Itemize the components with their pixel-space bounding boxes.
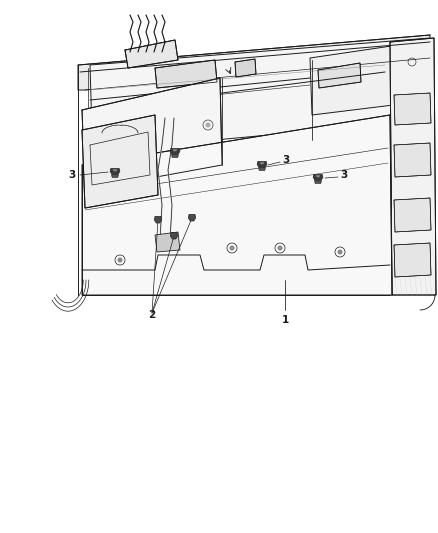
Polygon shape xyxy=(170,232,177,239)
Polygon shape xyxy=(394,143,431,177)
Polygon shape xyxy=(82,115,392,295)
Text: 2: 2 xyxy=(148,310,155,320)
Circle shape xyxy=(206,123,210,127)
Text: 3: 3 xyxy=(340,170,347,180)
Circle shape xyxy=(230,246,234,250)
Polygon shape xyxy=(155,232,180,252)
Text: 3: 3 xyxy=(68,170,76,180)
Polygon shape xyxy=(112,175,119,177)
Polygon shape xyxy=(258,168,265,171)
Polygon shape xyxy=(173,149,177,151)
Polygon shape xyxy=(316,175,320,177)
Polygon shape xyxy=(188,214,196,221)
Polygon shape xyxy=(313,174,323,181)
Polygon shape xyxy=(235,59,256,77)
Polygon shape xyxy=(260,162,264,164)
Circle shape xyxy=(278,246,282,250)
Polygon shape xyxy=(394,93,431,125)
Polygon shape xyxy=(82,115,158,208)
Polygon shape xyxy=(113,169,117,171)
Polygon shape xyxy=(390,38,436,295)
Polygon shape xyxy=(78,35,430,90)
Polygon shape xyxy=(172,155,179,158)
Polygon shape xyxy=(257,161,267,168)
Polygon shape xyxy=(155,60,217,88)
Polygon shape xyxy=(110,168,120,175)
Circle shape xyxy=(118,258,122,262)
Polygon shape xyxy=(82,78,222,190)
Polygon shape xyxy=(318,63,361,88)
Circle shape xyxy=(338,250,342,254)
Text: 3: 3 xyxy=(282,155,289,165)
Polygon shape xyxy=(90,38,430,165)
Text: 1: 1 xyxy=(281,315,289,325)
Polygon shape xyxy=(170,149,180,155)
Polygon shape xyxy=(314,181,321,183)
Polygon shape xyxy=(394,198,431,232)
Polygon shape xyxy=(394,243,431,277)
Polygon shape xyxy=(310,40,434,115)
Polygon shape xyxy=(155,216,162,223)
Polygon shape xyxy=(125,40,178,68)
